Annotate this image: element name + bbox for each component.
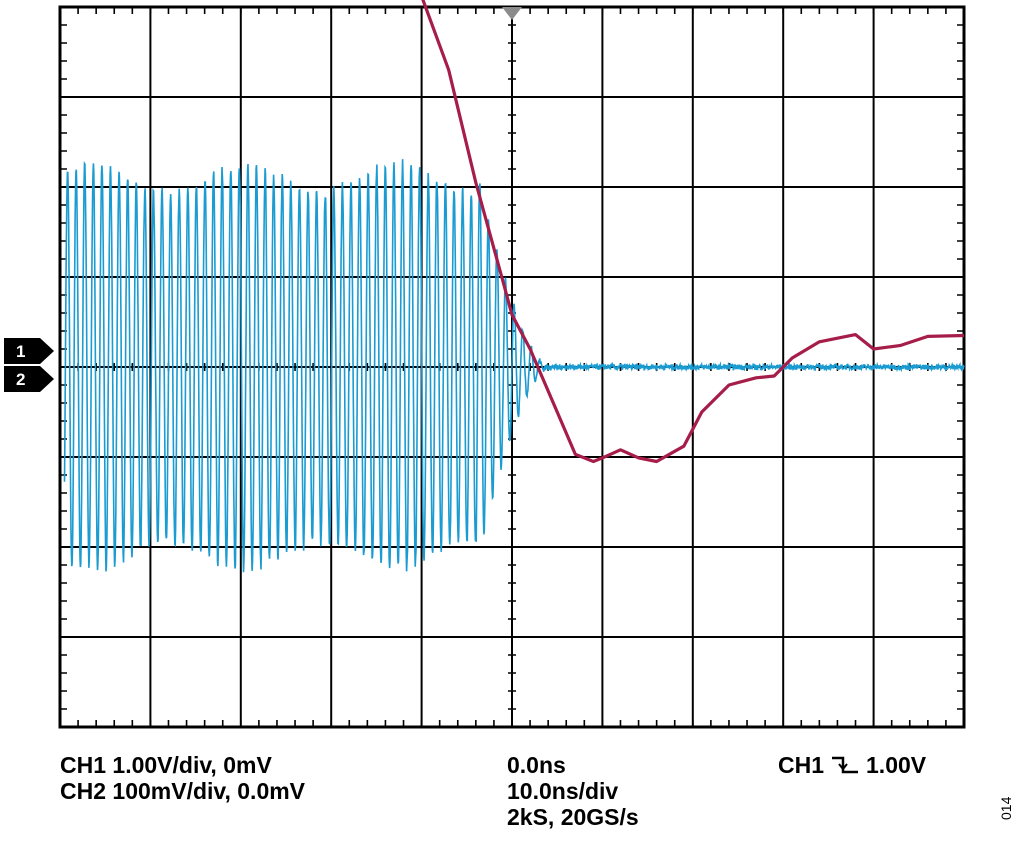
channel-markers: 12 [4,338,54,392]
sampling-readout: 2kS, 20GS/s [507,804,639,830]
channel-2-marker [4,366,54,392]
trigger-source: CH1 [778,752,825,778]
trigger-position-marker [502,7,522,20]
horizontal-readout: 0.0ns 10.0ns/div 2kS, 20GS/s [507,752,639,830]
timebase-readout: 10.0ns/div [507,778,619,804]
horizontal-position-readout: 0.0ns [507,752,566,778]
falling-edge-icon [832,756,859,774]
ch1-scale-readout: CH1 1.00V/div, 0mV [60,752,272,778]
channel-2-marker-label: 2 [16,370,25,389]
figure-number: 014 [998,796,1014,820]
vertical-readout: CH1 1.00V/div, 0mV CH2 100mV/div, 0.0mV [60,752,305,804]
trigger-level: 1.00V [866,752,927,778]
channel-1-marker-label: 1 [16,342,25,361]
oscilloscope-display: 12 [4,0,966,729]
channel-1-marker [4,338,54,364]
trigger-readout: CH1 1.00V [778,752,926,778]
ch2-trace-line [63,159,965,573]
ch2-scale-readout: CH2 100mV/div, 0.0mV [60,778,306,804]
ch1-trace-line [421,0,965,464]
ch1-waveform [421,0,965,464]
ch2-waveform [63,159,965,573]
